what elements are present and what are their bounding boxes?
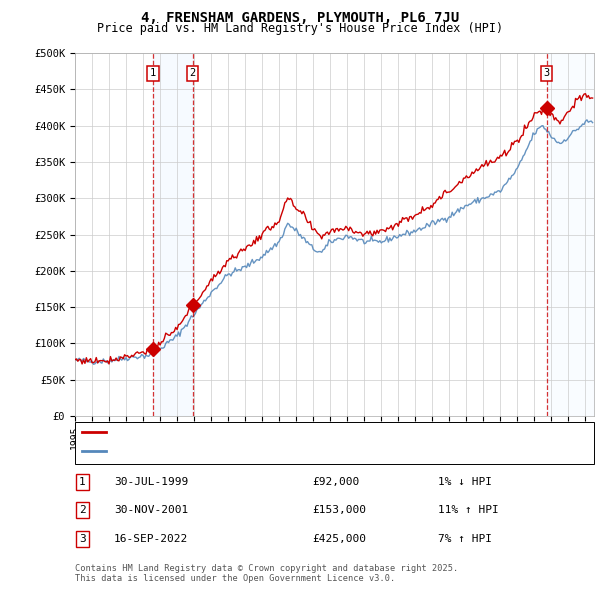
Text: 4, FRENSHAM GARDENS, PLYMOUTH, PL6 7JU (detached house): 4, FRENSHAM GARDENS, PLYMOUTH, PL6 7JU (… <box>111 428 455 437</box>
Text: £425,000: £425,000 <box>312 534 366 543</box>
Text: 2: 2 <box>79 506 86 515</box>
Text: 1: 1 <box>150 68 156 78</box>
Bar <box>547 53 594 416</box>
Text: Price paid vs. HM Land Registry's House Price Index (HPI): Price paid vs. HM Land Registry's House … <box>97 22 503 35</box>
Text: 11% ↑ HPI: 11% ↑ HPI <box>438 506 499 515</box>
Text: 2: 2 <box>190 68 196 78</box>
Text: 7% ↑ HPI: 7% ↑ HPI <box>438 534 492 543</box>
Text: Contains HM Land Registry data © Crown copyright and database right 2025.
This d: Contains HM Land Registry data © Crown c… <box>75 563 458 583</box>
Text: £92,000: £92,000 <box>312 477 359 487</box>
Bar <box>153 53 193 416</box>
Text: 1% ↓ HPI: 1% ↓ HPI <box>438 477 492 487</box>
Text: 16-SEP-2022: 16-SEP-2022 <box>114 534 188 543</box>
Text: 3: 3 <box>79 534 86 543</box>
Text: 3: 3 <box>544 68 550 78</box>
Text: HPI: Average price, detached house, City of Plymouth: HPI: Average price, detached house, City… <box>111 447 436 456</box>
Text: 30-NOV-2001: 30-NOV-2001 <box>114 506 188 515</box>
Text: £153,000: £153,000 <box>312 506 366 515</box>
Text: 1: 1 <box>79 477 86 487</box>
Text: 30-JUL-1999: 30-JUL-1999 <box>114 477 188 487</box>
Text: 4, FRENSHAM GARDENS, PLYMOUTH, PL6 7JU: 4, FRENSHAM GARDENS, PLYMOUTH, PL6 7JU <box>141 11 459 25</box>
